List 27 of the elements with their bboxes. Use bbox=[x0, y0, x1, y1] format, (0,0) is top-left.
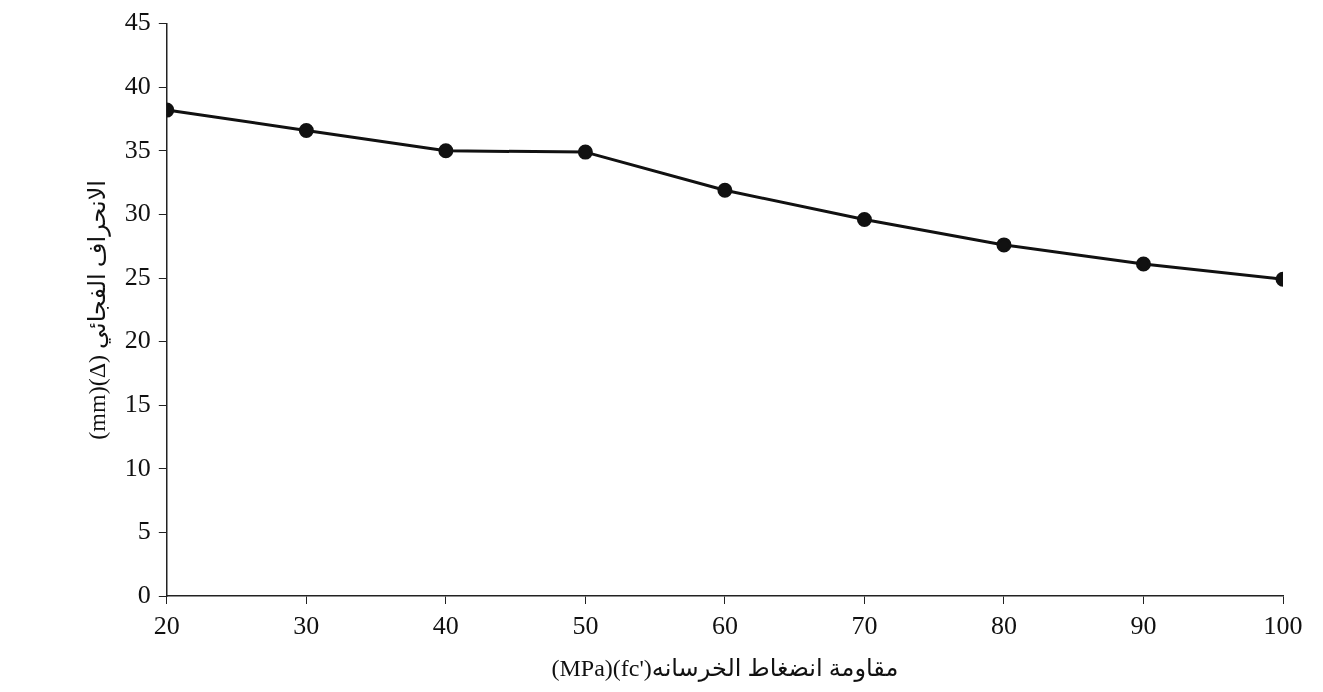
x-tick-label: 90 bbox=[1130, 611, 1157, 641]
y-tick-label: 40 bbox=[124, 71, 151, 101]
x-tick-label: 100 bbox=[1263, 611, 1303, 641]
y-tick-label: 35 bbox=[124, 134, 151, 164]
x-tick-label: 80 bbox=[990, 611, 1017, 641]
point bbox=[996, 237, 1012, 253]
y-tick-label: 15 bbox=[124, 389, 151, 419]
point bbox=[298, 122, 314, 138]
point bbox=[438, 143, 454, 159]
x-tick-label: 60 bbox=[711, 611, 738, 641]
point bbox=[1135, 256, 1151, 272]
y-tick-label: 5 bbox=[137, 516, 151, 546]
point bbox=[577, 144, 593, 160]
x-axis-title: (MPa)(fc')مقاومة انضغاط الخرسانه bbox=[551, 654, 899, 682]
y-tick-label: 25 bbox=[124, 261, 151, 291]
y-tick-label: 20 bbox=[124, 325, 151, 355]
x-tick-label: 40 bbox=[432, 611, 459, 641]
y-tick-label: 10 bbox=[124, 452, 151, 482]
y-tick-label: 30 bbox=[124, 198, 151, 228]
y-tick-label: 0 bbox=[137, 579, 151, 609]
x-tick-label: 70 bbox=[851, 611, 878, 641]
x-tick-label: 30 bbox=[293, 611, 320, 641]
point bbox=[717, 182, 733, 198]
point bbox=[856, 211, 872, 227]
y-tick-label: 45 bbox=[124, 7, 151, 37]
x-tick-label: 50 bbox=[572, 611, 599, 641]
y-axis-title: (mm)(Δ) الانحراف الفجائي bbox=[83, 179, 111, 440]
